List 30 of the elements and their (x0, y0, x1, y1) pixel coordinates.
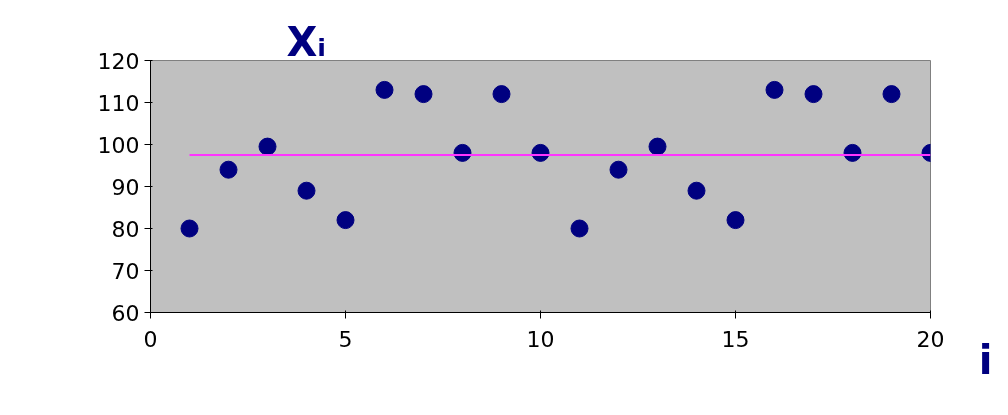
point (297, 181, 316, 200)
point (414, 85, 433, 104)
point (375, 80, 394, 99)
point (609, 160, 628, 179)
x-tick-label: 10 (526, 326, 555, 352)
y-tick-label: 80 (111, 216, 140, 242)
y-tick-label: 110 (97, 90, 140, 116)
point (882, 85, 901, 104)
y-tick-label: 120 (97, 48, 140, 74)
y-tick-label: 70 (111, 258, 140, 284)
point (687, 181, 706, 200)
point (180, 219, 199, 238)
y-tick-label: 100 (97, 132, 140, 158)
y-axis-title: Xᵢ (286, 18, 327, 65)
x-axis-title: i (978, 336, 993, 383)
point (492, 85, 511, 104)
x-tick-label: 20 (916, 326, 945, 352)
x-tick-label: 5 (338, 326, 353, 352)
x-tick-label: 0 (143, 326, 158, 352)
point (726, 211, 745, 230)
point (765, 80, 784, 99)
y-tick-label: 60 (111, 300, 140, 326)
point (804, 85, 823, 104)
point (648, 137, 667, 156)
point (570, 219, 589, 238)
point (258, 137, 277, 156)
y-tick-label: 90 (111, 174, 140, 200)
x-tick-label: 15 (721, 326, 750, 352)
point (219, 160, 238, 179)
point (336, 211, 355, 230)
